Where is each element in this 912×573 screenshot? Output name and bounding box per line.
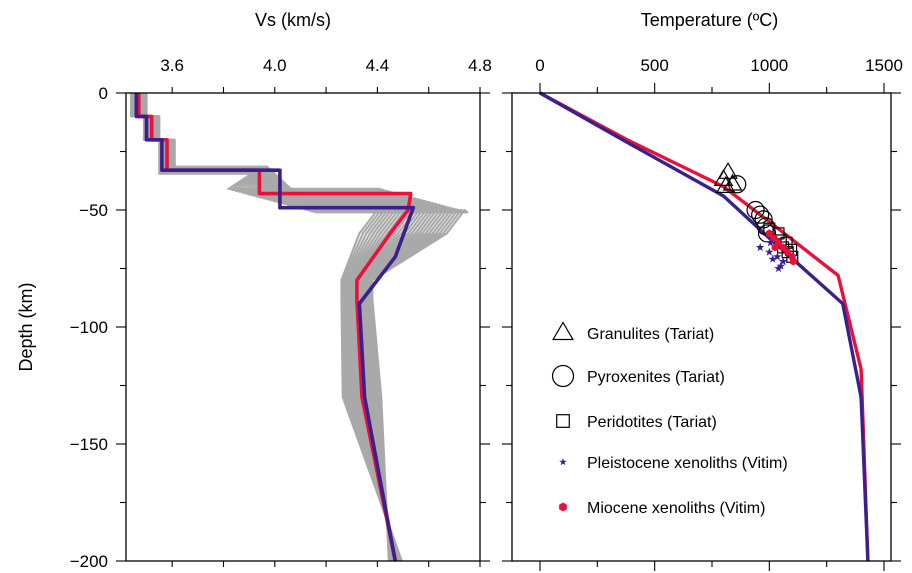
temperature-axis-label: Temperature (ºC) [641, 10, 779, 30]
star-data-point [774, 264, 783, 273]
star-data-point [776, 261, 786, 270]
star-data-point [766, 238, 775, 247]
legend-label: Pleistocene xenoliths (Vitim) [587, 455, 788, 472]
depth-tick-label: −50 [79, 201, 108, 220]
hexagon-data-point [784, 248, 792, 257]
series-triangle-points [713, 161, 743, 193]
series-star-points [755, 238, 788, 273]
ensemble-model-line [140, 93, 441, 562]
star-data-point [768, 254, 778, 263]
ensemble-model-line [141, 93, 444, 562]
vs-model-blue-line [134, 93, 416, 562]
ensemble-model-line [139, 93, 434, 562]
vs-x-tick-label: 3.6 [160, 56, 184, 75]
ensemble-model-line [141, 93, 448, 562]
temperature-tick-label: 1000 [750, 56, 788, 75]
vs-x-tick-label: 4.8 [468, 56, 492, 75]
depth-tick-label: 0 [99, 84, 108, 103]
vs-x-tick-label: 4.4 [366, 56, 390, 75]
ensemble-model-line [142, 93, 451, 562]
geotherm-red-line [539, 91, 870, 562]
ensemble-model-line [145, 93, 469, 562]
circle-data-point [751, 205, 770, 224]
legend-label: Granulites (Tariat) [587, 326, 714, 343]
geotherm-blue-line [539, 91, 870, 562]
vs-panel: 3.6 4.0 4.4 4.8 0 −50 −100 −150 −200 Vs (km/s) Dep… [16, 10, 492, 571]
triangle-data-point [722, 173, 743, 191]
legend-triangle-symbol [552, 321, 574, 341]
legend: Granulites (Tariat) Pyroxenites (Tariat) P… [551, 321, 788, 517]
circle-data-point [728, 175, 747, 194]
legend-hexagon-symbol [559, 502, 567, 512]
square-data-point [781, 246, 794, 259]
ensemble-model-line [139, 93, 437, 562]
model-ensemble [130, 93, 469, 562]
star-data-point [778, 257, 788, 266]
temperature-tick-label: 1500 [865, 56, 903, 75]
series-hexagon-points [765, 229, 797, 266]
vs-x-axis-label: Vs (km/s) [255, 10, 331, 30]
star-data-point [773, 252, 782, 261]
legend-star-symbol [559, 458, 567, 466]
triangle-data-point [715, 175, 736, 193]
ensemble-model-line [143, 93, 455, 562]
temperature-tick-label: 500 [640, 56, 668, 75]
temperature-panel: Granulites (Tariat) Pyroxenites (Tariat) P… [502, 10, 903, 571]
hexagon-data-point [765, 229, 773, 238]
depth-tick-label: −100 [70, 318, 108, 337]
star-data-point [765, 247, 774, 256]
legend-circle-symbol [551, 364, 575, 388]
vs-axes-frame [125, 92, 481, 562]
hexagon-data-point [771, 243, 779, 252]
vs-x-tick-label: 4.0 [263, 56, 287, 75]
triangle-data-point [713, 168, 734, 186]
ensemble-model-line [143, 93, 458, 562]
depth-tick-label: −200 [70, 552, 108, 571]
vs-model-red-line [137, 93, 413, 562]
hexagon-data-point [770, 234, 778, 243]
depth-tick-label: −150 [70, 435, 108, 454]
star-data-point [755, 242, 765, 252]
legend-label: Miocene xenoliths (Vitim) [587, 500, 765, 517]
hexagon-data-point [789, 257, 797, 266]
depth-axis-label: Depth (km) [16, 282, 36, 371]
ensemble-model-line [144, 93, 465, 562]
hexagon-data-point [779, 243, 787, 252]
legend-label: Pyroxenites (Tariat) [587, 369, 725, 386]
legend-label: Peridotites (Tariat) [587, 414, 717, 431]
ensemble-model-line [144, 93, 462, 562]
temperature-tick-label: 0 [535, 56, 544, 75]
legend-square-symbol [556, 414, 570, 428]
